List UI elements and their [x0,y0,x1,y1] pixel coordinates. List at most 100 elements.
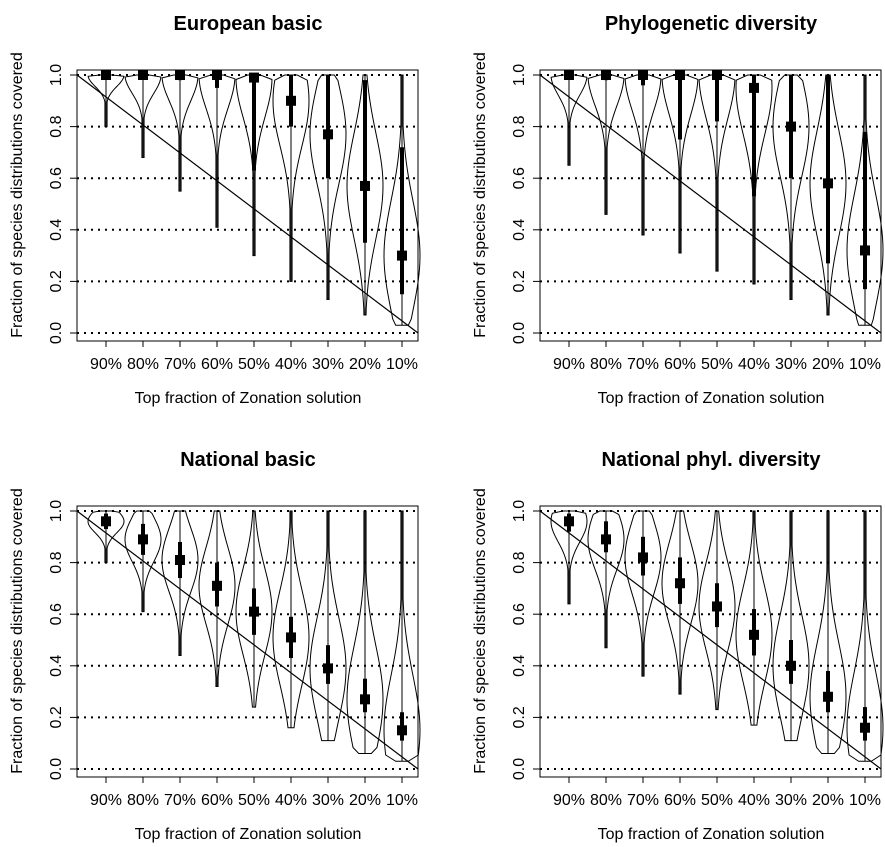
violin-outline [309,74,347,300]
plot-area: 0.0 0.2 0.4 0.6 0.8 1.0 90% 80% 70% 60% 50% 40% 30% 2… [511,64,884,373]
x-tick-label: 20% [812,792,844,809]
median-marker [638,552,648,563]
violin-outline [383,510,421,762]
panel-title: National basic [180,449,316,471]
y-tick-label: 0.0 [48,758,65,780]
median-marker [360,694,370,705]
y-axis-label: Fraction of species distributions covere… [472,52,489,337]
violin-outline [198,510,236,687]
violin-outline [272,74,310,282]
plot-frame [539,505,882,778]
y-tick-label: 0.8 [48,551,65,573]
median-marker [823,178,833,189]
x-tick-label: 30% [312,356,344,373]
y-tick-label: 0.6 [48,603,65,625]
median-marker [286,632,296,643]
violin-outline [772,510,810,742]
median-marker [860,722,870,733]
x-tick-label: 60% [201,356,233,373]
median-marker [638,70,648,80]
x-tick-label: 90% [553,356,585,373]
x-tick-label: 40% [275,356,307,373]
violin-outline [161,510,199,656]
median-marker [786,121,796,132]
median-marker [138,70,148,80]
y-tick-label: 0.0 [511,322,528,344]
violin-outline [87,74,125,128]
x-tick-label: 70% [164,792,196,809]
x-tick-label: 10% [849,356,881,373]
median-marker [564,70,574,80]
y-tick-label: 1.0 [511,500,528,522]
reference-line [76,510,419,770]
x-axis-label: Top fraction of Zonation solution [135,390,362,407]
violin-outline [772,74,810,300]
y-tick-label: 0.4 [48,219,65,241]
median-marker [138,534,148,545]
x-tick-label: 70% [627,356,659,373]
y-tick-label: 0.2 [48,706,65,728]
violin-outline [235,510,273,708]
reference-line [76,74,419,334]
reference-line [539,74,882,334]
panel-title: European basic [174,13,323,35]
median-marker [175,555,185,566]
x-tick-label: 30% [775,356,807,373]
y-tick-label: 1.0 [48,64,65,86]
x-tick-label: 20% [349,356,381,373]
y-axis-label: Fraction of species distributions covere… [9,488,26,773]
median-marker [360,180,370,191]
x-axis-label: Top fraction of Zonation solution [598,390,825,407]
violin-outline [272,510,310,729]
x-tick-label: 70% [627,792,659,809]
x-tick-label: 60% [201,792,233,809]
y-tick-label: 0.4 [48,655,65,677]
x-tick-label: 80% [127,792,159,809]
violin-outline [809,74,847,316]
violin-outline [346,74,384,316]
x-tick-label: 90% [553,792,585,809]
violin-outline [550,510,588,605]
y-tick-label: 1.0 [48,500,65,522]
panel-national-phyl-diversity: National phyl. diversity Fraction of spe… [472,449,884,843]
violin-outline [624,74,662,236]
y-tick-label: 0.0 [48,322,65,344]
x-axis-label: Top fraction of Zonation solution [135,826,362,843]
panel-phylogenetic-diversity: Phylogenetic diversity Fraction of speci… [472,13,884,407]
y-tick-label: 0.8 [511,115,528,137]
median-marker [397,250,407,261]
median-marker [249,606,259,617]
x-tick-label: 20% [812,356,844,373]
violin-outline [698,74,736,272]
violin-outline [235,74,273,257]
violin-outline [383,74,421,326]
median-marker [675,578,685,589]
x-tick-label: 30% [775,792,807,809]
x-axis-label: Top fraction of Zonation solution [598,826,825,843]
x-tick-label: 80% [127,356,159,373]
x-tick-label: 40% [275,792,307,809]
median-marker [212,70,222,80]
violin-outline [124,74,162,159]
x-tick-label: 20% [349,792,381,809]
plot-area: 0.0 0.2 0.4 0.6 0.8 1.0 90% 80% 70% 60% 50% 40% 30% 2… [511,500,884,809]
x-tick-label: 40% [738,356,770,373]
plot-frame [76,505,419,778]
median-marker [712,601,722,612]
y-tick-label: 0.0 [511,758,528,780]
violin-outline [550,74,588,166]
y-tick-label: 0.8 [511,551,528,573]
violin-outline [661,74,699,254]
x-tick-label: 40% [738,792,770,809]
median-marker [212,580,222,591]
x-tick-label: 90% [90,792,122,809]
x-tick-label: 60% [664,792,696,809]
plot-area: 0.0 0.2 0.4 0.6 0.8 1.0 90% 80% 70% 60% 50% 40% 30% 2… [48,64,421,373]
violin-outline [809,510,847,755]
y-tick-label: 0.2 [48,270,65,292]
violin-outline [735,510,773,726]
median-marker [286,95,296,106]
y-tick-label: 0.6 [511,603,528,625]
x-tick-label: 10% [849,792,881,809]
x-tick-label: 70% [164,356,196,373]
